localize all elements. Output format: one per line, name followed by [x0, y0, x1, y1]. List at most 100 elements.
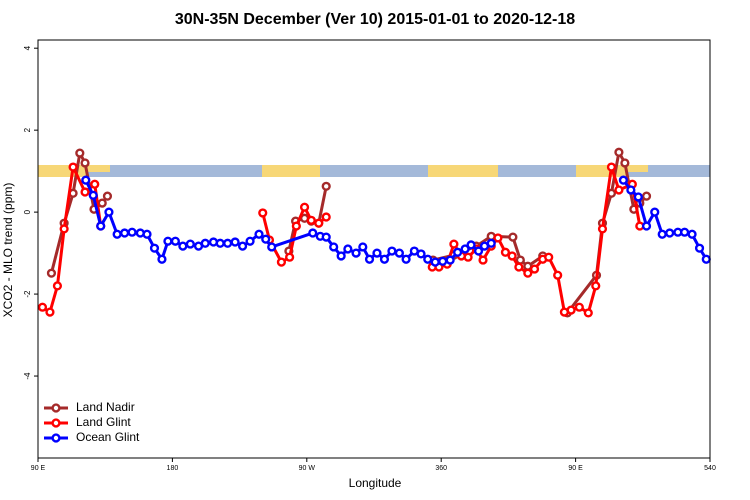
- data-point: [364, 254, 375, 264]
- data-point: [618, 175, 628, 185]
- y-tick-label: 2: [23, 127, 32, 132]
- data-point: [445, 255, 455, 265]
- data-point: [230, 237, 240, 247]
- data-point: [97, 198, 107, 208]
- data-point: [583, 308, 593, 318]
- data-point: [701, 254, 711, 264]
- land-band: [626, 165, 648, 172]
- data-point: [597, 224, 608, 234]
- data-point: [438, 256, 448, 266]
- land-ocean-band: [38, 165, 710, 177]
- chart-title: 30N-35N December (Ver 10) 2015-01-01 to …: [175, 11, 575, 28]
- data-point: [379, 254, 390, 264]
- data-point: [200, 238, 210, 248]
- data-point: [633, 192, 643, 202]
- data-point: [80, 158, 90, 168]
- data-point: [687, 229, 697, 239]
- data-point: [343, 244, 353, 254]
- data-point: [478, 255, 488, 265]
- data-point: [665, 228, 675, 238]
- land-band: [38, 165, 88, 177]
- data-point: [372, 248, 382, 258]
- x-tick-label: 90 W: [299, 465, 316, 472]
- data-point: [515, 255, 525, 265]
- data-point: [591, 281, 601, 291]
- data-point: [423, 254, 433, 264]
- data-point: [641, 221, 652, 231]
- data-point: [416, 249, 426, 259]
- x-tick-label: 90 E: [31, 465, 46, 472]
- data-point: [508, 232, 518, 242]
- data-point: [102, 191, 113, 201]
- data-point: [394, 248, 404, 258]
- data-point: [351, 248, 361, 258]
- data-point: [680, 227, 690, 237]
- data-point: [460, 244, 470, 254]
- data-point: [59, 224, 69, 234]
- data-point: [90, 179, 100, 189]
- data-point: [37, 302, 48, 312]
- data-point: [306, 215, 316, 225]
- data-point: [104, 207, 114, 217]
- data-point: [291, 221, 301, 231]
- data-point: [157, 254, 167, 264]
- data-point: [574, 302, 584, 312]
- data-point: [245, 236, 255, 246]
- x-tick-label: 90 E: [568, 465, 583, 472]
- data-point: [449, 239, 459, 249]
- data-point: [620, 158, 630, 168]
- data-point: [544, 252, 554, 262]
- data-point: [46, 268, 57, 278]
- data-point: [321, 181, 331, 191]
- data-point: [650, 207, 660, 217]
- x-axis-label: Longitude: [349, 476, 402, 490]
- data-point: [657, 229, 667, 239]
- series-line: [622, 179, 708, 261]
- y-tick-label: 0: [23, 209, 32, 214]
- data-point: [142, 229, 152, 239]
- data-point: [120, 228, 130, 238]
- data-point: [285, 252, 295, 262]
- series-line: [41, 165, 103, 314]
- data-point: [466, 240, 476, 250]
- y-tick-label: -4: [23, 372, 32, 380]
- legend-label: Ocean Glint: [76, 430, 140, 444]
- data-point: [566, 305, 576, 315]
- data-point: [149, 243, 160, 253]
- land-band: [576, 165, 626, 177]
- data-point: [299, 202, 310, 212]
- data-point: [75, 148, 85, 158]
- data-point: [523, 268, 533, 278]
- data-point: [358, 242, 368, 252]
- data-point: [163, 236, 173, 246]
- data-point: [606, 162, 617, 172]
- data-point: [170, 236, 180, 246]
- data-point: [401, 254, 411, 264]
- data-point: [308, 228, 318, 238]
- data-point: [486, 238, 496, 248]
- data-point: [387, 246, 397, 256]
- data-point: [96, 221, 106, 231]
- data-point: [81, 175, 91, 185]
- data-point: [614, 185, 624, 195]
- data-point: [430, 257, 440, 267]
- y-axis-label: XCO2 - MLO trend (ppm): [1, 183, 15, 318]
- series-line: [432, 165, 642, 315]
- plot-frame: [37, 39, 711, 459]
- data-point: [553, 270, 563, 280]
- y-tick-label: 4: [23, 45, 32, 50]
- data-point: [694, 243, 705, 253]
- x-tick-label: 540: [704, 465, 716, 472]
- data-point: [112, 229, 122, 239]
- data-point: [237, 241, 248, 251]
- data-point: [329, 242, 339, 252]
- land-band: [88, 165, 110, 172]
- data-point: [267, 242, 277, 252]
- y-tick-label: -2: [23, 290, 32, 298]
- data-point: [276, 257, 287, 267]
- data-point: [178, 241, 188, 251]
- data-point: [215, 238, 225, 248]
- x-tick-label: 360: [435, 465, 447, 472]
- data-point: [223, 238, 233, 248]
- legend-marker: [51, 418, 61, 428]
